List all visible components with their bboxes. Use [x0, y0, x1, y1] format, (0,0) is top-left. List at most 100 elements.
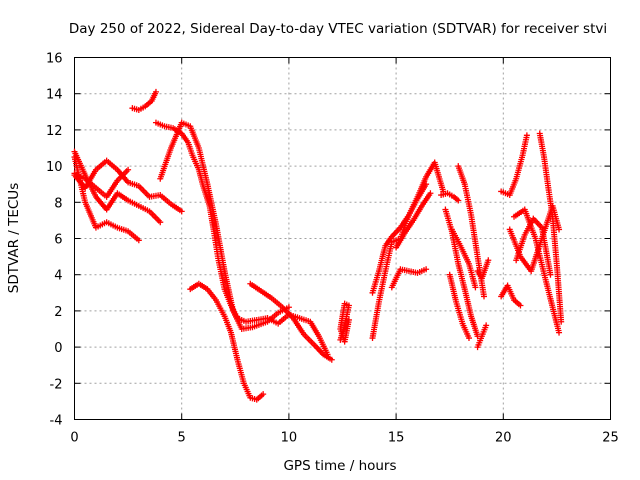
series-trace [479, 259, 491, 280]
x-tick-label-1: 5 [178, 431, 186, 446]
x-tick-label-2: 10 [281, 431, 298, 446]
series-trace [308, 320, 321, 338]
series-trace [513, 154, 526, 180]
data-point [423, 266, 430, 273]
series-t24 [498, 282, 524, 309]
series-trace [127, 198, 140, 208]
series-trace [302, 332, 317, 347]
series-trace [462, 183, 474, 216]
data-point [465, 335, 472, 342]
series-trace [94, 159, 108, 172]
series-trace [415, 175, 429, 198]
series-t5 [129, 88, 159, 113]
series-trace [313, 343, 325, 356]
series-trace [370, 270, 382, 294]
series-trace [512, 207, 526, 219]
series-trace [420, 192, 433, 208]
series-trace [505, 284, 517, 301]
series-t20 [455, 163, 488, 300]
data-point [523, 132, 530, 139]
data-point [472, 284, 479, 291]
series-trace [127, 180, 140, 189]
x-tick-label-3: 15 [388, 431, 405, 446]
series-trace [214, 299, 227, 318]
series-trace [460, 322, 472, 339]
series-t8 [187, 280, 267, 403]
series-t18 [448, 226, 479, 291]
series-trace [455, 262, 468, 291]
series-trace [266, 316, 280, 326]
series-trace [259, 289, 273, 301]
y-tick-label-6: 8 [54, 196, 62, 211]
data-point [547, 271, 554, 278]
series-trace [383, 235, 394, 247]
series-t10 [264, 311, 331, 358]
series-t26 [511, 206, 563, 336]
data-point [328, 356, 335, 363]
series-trace [245, 317, 258, 325]
y-tick-label-4: 4 [54, 269, 62, 284]
series-trace [389, 268, 403, 289]
series-t16 [438, 190, 462, 204]
series-trace [222, 315, 234, 334]
series-t23 [498, 132, 530, 199]
series-trace [394, 231, 407, 249]
series-trace [159, 193, 173, 206]
series-t3 [71, 157, 185, 215]
series-trace [148, 209, 162, 224]
series-trace [205, 287, 218, 302]
series-t4 [71, 166, 132, 200]
series-trace [115, 168, 130, 183]
series-trace [291, 316, 306, 336]
y-tick-label-9: 14 [46, 88, 63, 103]
series-trace [475, 335, 485, 348]
series-trace [116, 191, 130, 203]
series-trace [337, 302, 348, 330]
series-trace [249, 395, 258, 402]
series-trace [376, 244, 388, 272]
chart-title: Day 250 of 2022, Sidereal Day-to-day VTE… [69, 21, 607, 37]
series-trace [168, 121, 184, 150]
series-t7 [157, 119, 292, 332]
series-t19 [446, 271, 472, 342]
series-trace [520, 134, 530, 157]
series-trace [411, 204, 424, 222]
series-trace [406, 195, 420, 216]
series-t11 [337, 300, 352, 345]
series-trace [321, 352, 334, 362]
data-point [157, 219, 164, 226]
grid-lines [74, 57, 611, 420]
data-series [71, 88, 565, 403]
series-trace [390, 236, 402, 245]
data-point [481, 293, 488, 300]
series-trace [531, 217, 544, 230]
series-trace [255, 392, 265, 402]
x-tick-label-0: 0 [70, 431, 78, 446]
axis-ticks: 0 5 10 15 20 25 -4 -2 0 2 4 6 8 10 12 14 16 [46, 52, 619, 446]
series-trace [222, 270, 236, 312]
y-tick-label-2: 0 [54, 341, 62, 356]
series-trace [104, 179, 120, 199]
series-trace [206, 205, 217, 233]
series-trace [222, 288, 234, 307]
series-t14 [388, 266, 430, 291]
x-axis-label: GPS time / hours [283, 458, 396, 474]
series-trace [532, 237, 549, 283]
series-trace [440, 190, 449, 198]
series-trace [95, 220, 108, 230]
series-trace [447, 273, 459, 303]
data-point [558, 318, 565, 325]
series-trace [251, 319, 269, 330]
series-trace [479, 324, 489, 338]
y-axis-label: SDTVAR / TECUs [6, 183, 22, 293]
series-trace [416, 267, 427, 275]
series-trace [399, 266, 410, 274]
series-trace [179, 132, 190, 144]
series-trace [105, 220, 119, 230]
series-trace [83, 201, 99, 229]
x-tick-label-4: 20 [495, 431, 512, 446]
data-point [152, 88, 159, 95]
series-trace [512, 298, 522, 308]
series-trace [475, 269, 484, 280]
